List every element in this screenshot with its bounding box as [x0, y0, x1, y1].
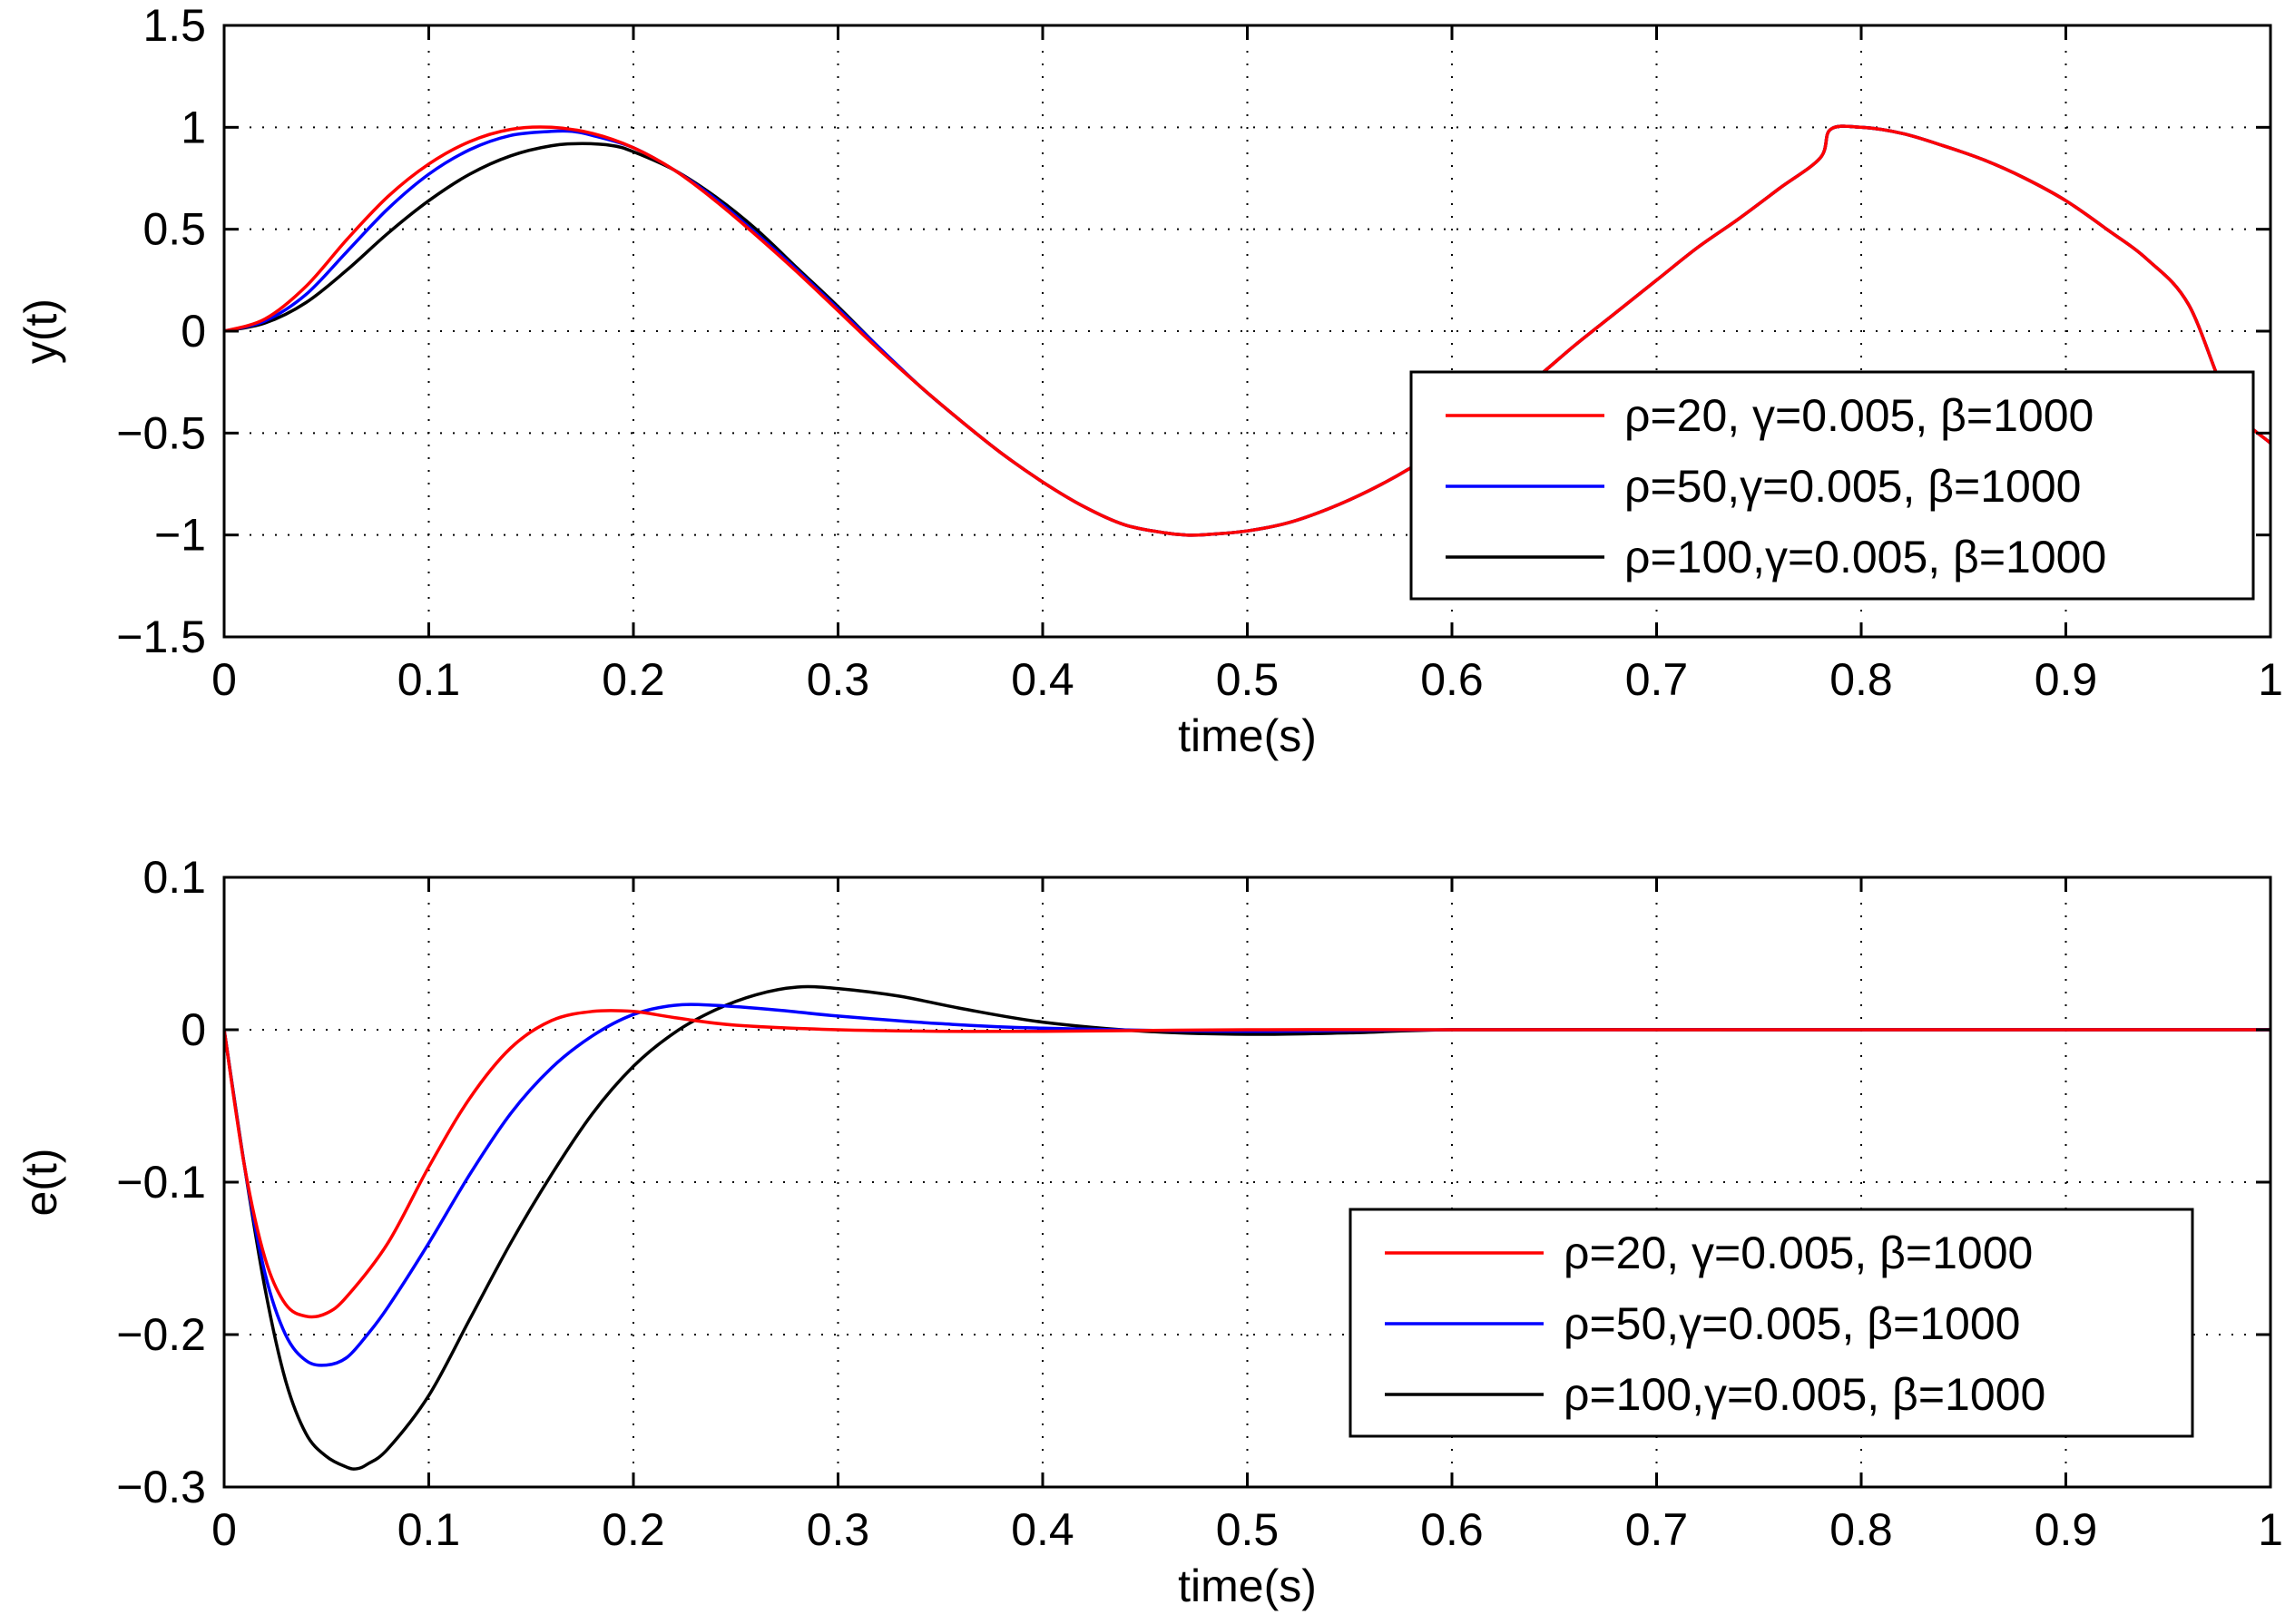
- x-tick-label: 0.1: [397, 1504, 461, 1555]
- x-tick-label: 0.2: [602, 654, 665, 705]
- x-tick-label: 0.7: [1625, 1504, 1689, 1555]
- x-tick-label: 0.4: [1011, 654, 1074, 705]
- y-tick-label: −0.1: [116, 1157, 206, 1208]
- series-group: [224, 124, 2270, 537]
- y-axis-label: y(t): [15, 298, 66, 364]
- legend: ρ=20, γ=0.005, β=1000 ρ=50,γ=0.005, β=100…: [1348, 1208, 2194, 1438]
- x-tick-label: 0.5: [1216, 654, 1280, 705]
- legend-label-3: ρ=100,γ=0.005, β=1000: [1564, 1369, 2045, 1420]
- x-tick-label: 0: [211, 654, 237, 705]
- x-tick-label: 0: [211, 1504, 237, 1555]
- x-tick-label: 0.6: [1420, 654, 1484, 705]
- legend-label-1: ρ=20, γ=0.005, β=1000: [1624, 390, 2094, 441]
- x-tick-label: 0.3: [807, 654, 870, 705]
- y-tick-label: −0.3: [116, 1462, 206, 1512]
- legend-label-2: ρ=50,γ=0.005, β=1000: [1564, 1298, 2020, 1349]
- x-tick-label: 0.1: [397, 654, 461, 705]
- y-axis-label: e(t): [15, 1149, 66, 1217]
- x-tick-label: 0.2: [602, 1504, 665, 1555]
- x-tick-label: 0.8: [1829, 654, 1893, 705]
- x-axis-label: time(s): [1178, 1560, 1317, 1611]
- series-line-1: [224, 124, 2270, 537]
- y-tick-label: 0.5: [142, 204, 206, 255]
- y-tick-label: 1: [181, 102, 206, 152]
- y-tick-label: −0.5: [116, 407, 206, 458]
- x-tick-label: 0.9: [2035, 654, 2098, 705]
- x-tick-label: 0.5: [1216, 1504, 1280, 1555]
- y-tick-label: 0: [181, 306, 206, 357]
- legend-label-2: ρ=50,γ=0.005, β=1000: [1624, 461, 2081, 512]
- legend-label-3: ρ=100,γ=0.005, β=1000: [1624, 532, 2106, 582]
- y-tick-label: −0.2: [116, 1309, 206, 1360]
- top-chart-y-of-t: 0 0.1 0.2 0.3 0.4 0.5 0.6 0.7 0.8 0.9 1 −1.5 −1 −0.5 0…: [15, 0, 2283, 761]
- series-group: [224, 984, 2270, 1471]
- y-tick-label: 0.1: [142, 852, 206, 903]
- x-tick-label: 0.4: [1011, 1504, 1074, 1555]
- y-tick-label: 1.5: [142, 0, 206, 51]
- x-axis-label: time(s): [1178, 710, 1317, 761]
- bottom-chart-e-of-t: 0 0.1 0.2 0.3 0.4 0.5 0.6 0.7 0.8 0.9 1 −0.3 −0.2 −0.…: [15, 852, 2283, 1611]
- y-tick-label: 0: [181, 1004, 206, 1055]
- x-tick-label: 1: [2258, 1504, 2283, 1555]
- x-tick-label: 0.8: [1829, 1504, 1893, 1555]
- y-tick-label: −1: [154, 510, 206, 561]
- x-tick-label: 1: [2258, 654, 2283, 705]
- x-tick-label: 0.6: [1420, 1504, 1484, 1555]
- x-tick-label: 0.7: [1625, 654, 1689, 705]
- legend-label-1: ρ=20, γ=0.005, β=1000: [1564, 1228, 2033, 1278]
- series-line-1: [224, 1009, 2270, 1319]
- legend: ρ=20, γ=0.005, β=1000 ρ=50,γ=0.005, β=100…: [1409, 370, 2255, 601]
- x-tick-label: 0.9: [2035, 1504, 2098, 1555]
- y-tick-label: −1.5: [116, 611, 206, 662]
- x-tick-label: 0.3: [807, 1504, 870, 1555]
